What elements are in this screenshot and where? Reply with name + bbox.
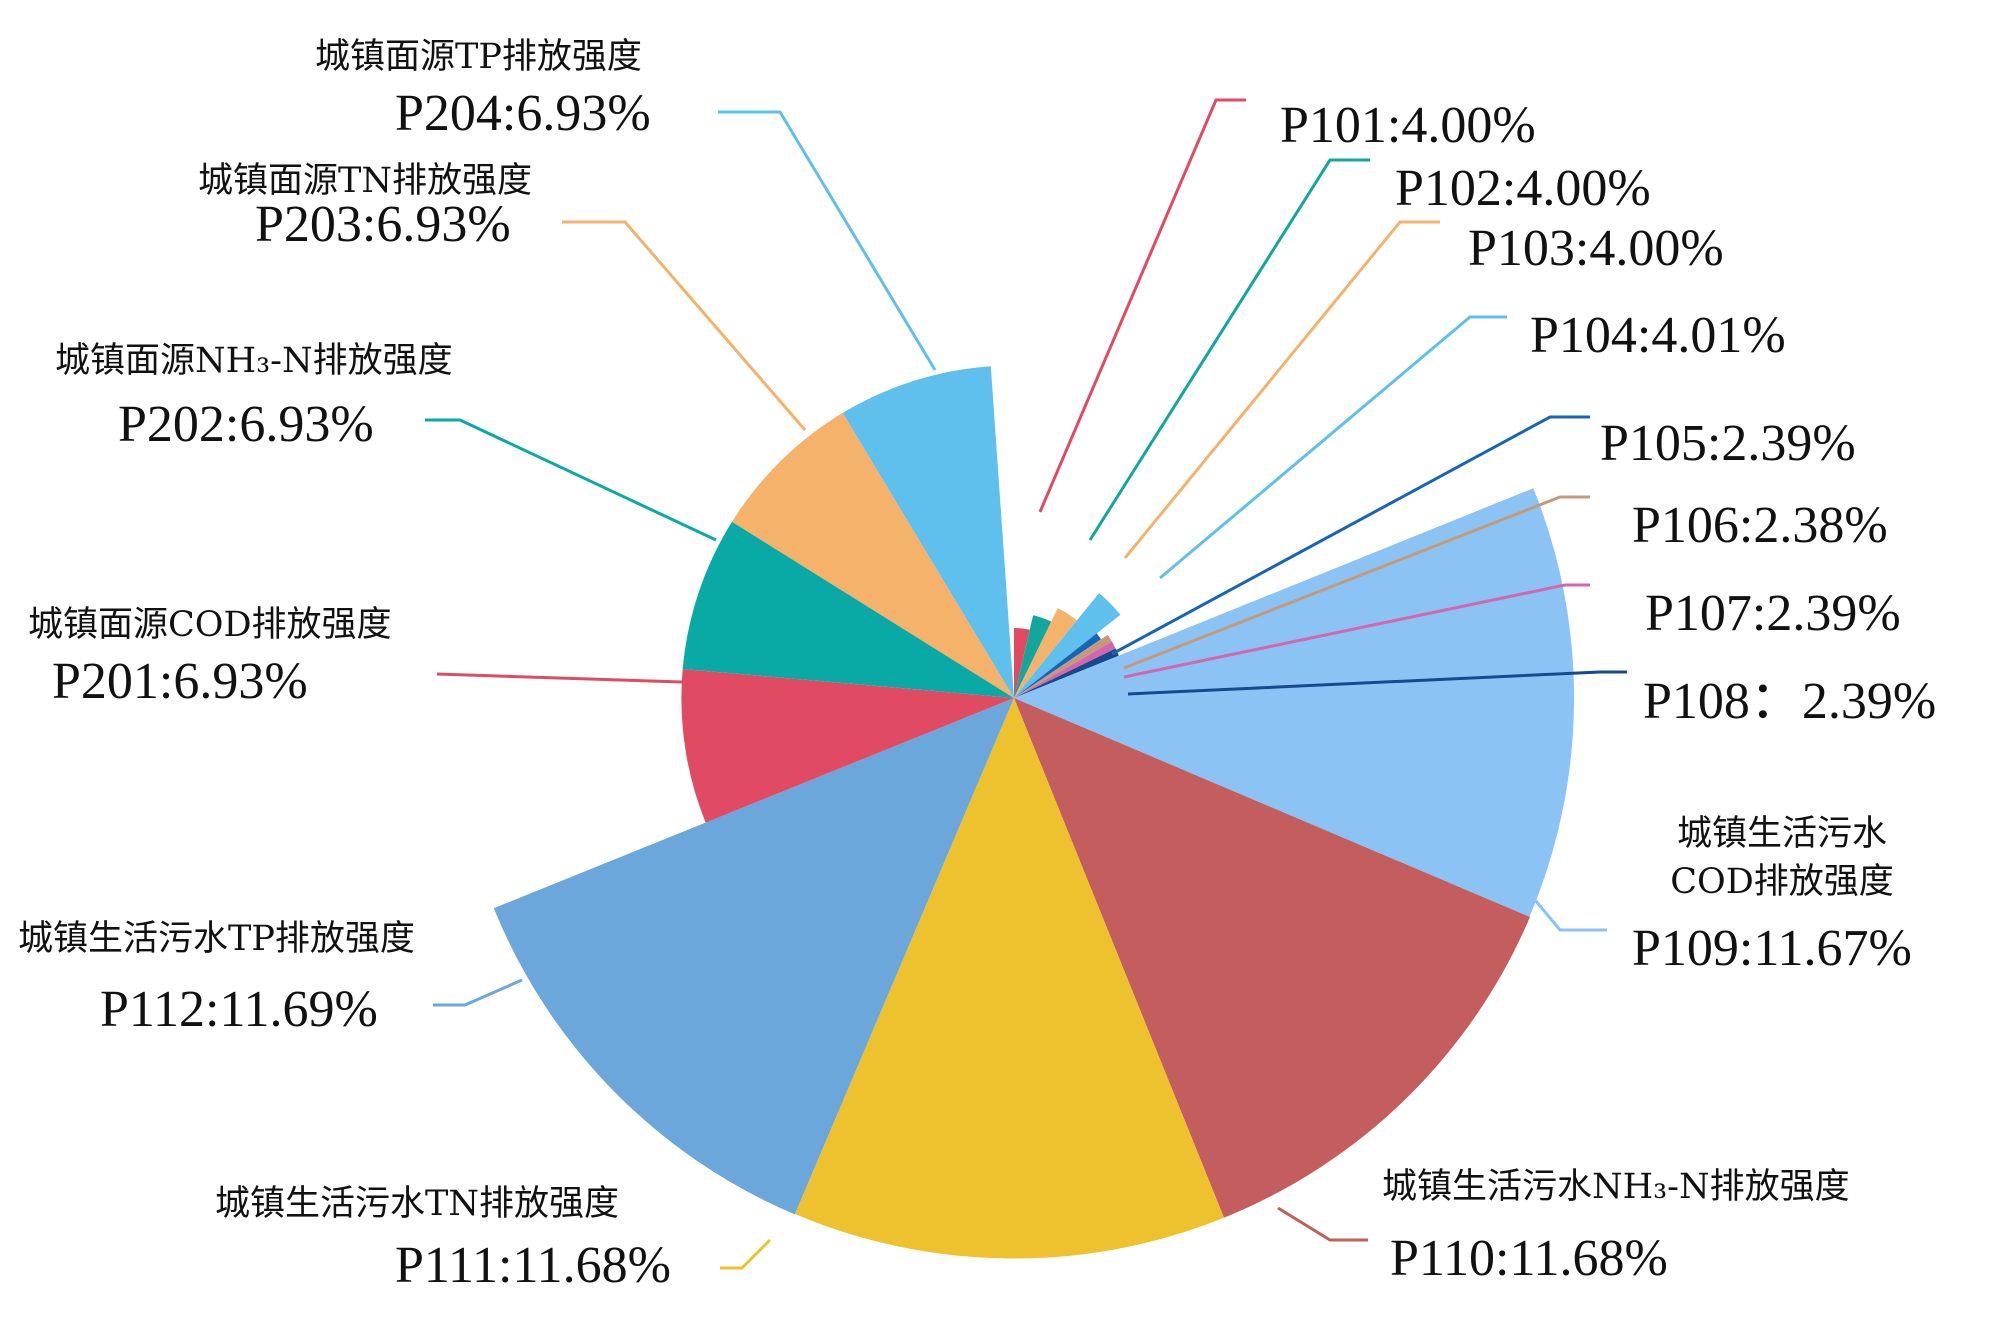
slice-value-p105: P105:2.39% <box>1600 415 1856 472</box>
pie-slice-p111 <box>795 698 1224 1259</box>
slice-name-p109: 城镇生活污水 <box>1677 814 1887 854</box>
slice-value-p202: P202:6.93% <box>118 396 374 453</box>
slice-name-p112: 城镇生活污水TP排放强度 <box>18 919 415 959</box>
pie-slice-p107 <box>1014 641 1116 698</box>
leader-line-p110 <box>1277 1206 1368 1242</box>
pie-slice-p112 <box>493 698 1014 1215</box>
slice-value-p103: P103:4.00% <box>1468 220 1724 277</box>
slice-name-p204: 城镇面源TP排放强度 <box>315 37 642 77</box>
leader-line-p104 <box>1159 315 1507 580</box>
leader-line-p203 <box>562 220 807 431</box>
leader-line-p102 <box>1088 158 1370 541</box>
slice-value-p107: P107:2.39% <box>1645 585 1901 642</box>
leader-line-p201 <box>436 672 683 684</box>
slice-name-p203: 城镇面源TN排放强度 <box>198 161 532 201</box>
slice-value-p111: P111:11.68% <box>395 1237 671 1294</box>
leader-line-p105 <box>1111 415 1590 656</box>
slice-value-p201: P201:6.93% <box>52 653 308 710</box>
slice-name-p111: 城镇生活污水TN排放强度 <box>215 1184 619 1224</box>
slice-value-p106: P106:2.38% <box>1632 497 1888 554</box>
slice-value-p101: P101:4.00% <box>1280 97 1536 154</box>
leader-line-p107 <box>1123 583 1590 679</box>
leader-line-p108 <box>1127 670 1627 696</box>
pie-slice-p109 <box>1014 488 1575 917</box>
pie-slice-p110 <box>1014 698 1530 1218</box>
pie-slice-p201 <box>681 669 1014 823</box>
pie-slice-p202 <box>682 521 1014 698</box>
slice-value-p108: P108：2.39% <box>1643 673 1936 730</box>
slice-value-p109: P109:11.67% <box>1632 920 1912 977</box>
leader-line-p109 <box>1533 899 1607 932</box>
pie-slice-p203 <box>732 412 1014 698</box>
pie-slice-p104 <box>1014 593 1121 698</box>
pie-slice-p103 <box>1014 608 1077 698</box>
pie-slice-p106 <box>1014 634 1112 698</box>
pie-slice-p108 <box>1014 648 1119 698</box>
leader-line-p106 <box>1123 495 1590 670</box>
slice-name-p109: COD排放强度 <box>1670 862 1894 902</box>
leader-line-p204 <box>718 110 937 371</box>
slice-value-p203: P203:6.93% <box>255 196 511 253</box>
pie-slice-p102 <box>1014 615 1052 698</box>
pie-slice-p204 <box>842 366 1014 698</box>
slice-value-p102: P102:4.00% <box>1395 160 1651 217</box>
slice-value-p110: P110:11.68% <box>1390 1230 1668 1287</box>
slice-name-p201: 城镇面源COD排放强度 <box>28 605 392 645</box>
leader-lines <box>425 98 1627 1270</box>
slice-value-p204: P204:6.93% <box>395 85 651 142</box>
leader-line-p103 <box>1123 220 1440 559</box>
slice-name-p202: 城镇面源NH₃-N排放强度 <box>55 341 453 381</box>
leader-line-p111 <box>720 1238 772 1270</box>
leader-line-p202 <box>425 418 717 542</box>
slice-value-p112: P112:11.69% <box>100 981 378 1038</box>
leader-line-p101 <box>1038 98 1246 513</box>
pie-slice-p101 <box>1014 628 1030 698</box>
pie-slices <box>493 366 1575 1259</box>
leader-line-p112 <box>433 978 523 1007</box>
slice-value-p104: P104:4.01% <box>1530 307 1786 364</box>
pie-slice-p105 <box>1014 633 1101 698</box>
slice-name-p110: 城镇生活污水NH₃-N排放强度 <box>1382 1167 1850 1207</box>
slice-labels: P101:4.00% P102:4.00%P103:4.00% P104:4.01%… <box>18 37 1936 1294</box>
